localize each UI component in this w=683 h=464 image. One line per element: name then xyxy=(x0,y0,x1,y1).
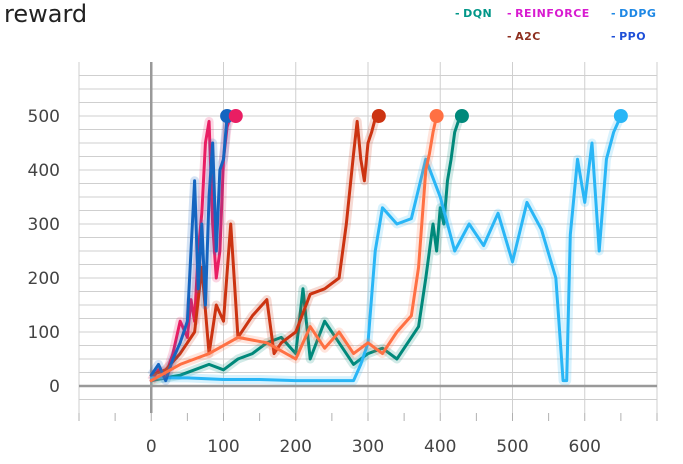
series-end-marker xyxy=(228,109,243,123)
y-tick-label: 0 xyxy=(49,377,60,397)
series-end-marker xyxy=(613,109,628,123)
series-line xyxy=(149,114,464,383)
legend-dqn[interactable]: - DQN xyxy=(455,7,492,20)
series-end-marker xyxy=(371,109,386,123)
legend-ppo-marker: - xyxy=(611,30,617,43)
legend-dqn-marker: - xyxy=(455,7,461,20)
legend-ppo-label: PPO xyxy=(619,30,647,43)
x-tick-label: 300 xyxy=(352,437,384,457)
legend-ddpg-label: DDPG xyxy=(619,7,657,20)
x-tick-label: 400 xyxy=(424,437,456,457)
legend-ppo[interactable]: - PPO xyxy=(611,30,646,43)
legend-reinforce-marker: - xyxy=(507,7,513,20)
x-tick-label: 100 xyxy=(207,437,239,457)
y-tick-label: 400 xyxy=(28,161,60,181)
x-tick-label: 600 xyxy=(569,437,601,457)
legend-a2c[interactable]: - A2C xyxy=(507,30,541,43)
legend-ddpg-marker: - xyxy=(611,7,617,20)
legend-a2c-marker: - xyxy=(507,30,513,43)
legend-ddpg[interactable]: - DDPG xyxy=(611,7,656,20)
tick-labels: 0 100 200 300 400 500 600 0 100 200 300 400 500 xyxy=(28,107,601,457)
chart-title: reward xyxy=(4,0,88,28)
y-tick-label: 500 xyxy=(28,107,60,127)
x-tick-label: 0 xyxy=(146,437,157,457)
y-tick-label: 100 xyxy=(28,323,60,343)
series-end-marker xyxy=(454,109,469,123)
y-tick-label: 200 xyxy=(28,269,60,289)
series-line xyxy=(149,114,623,383)
x-tick-label: 200 xyxy=(280,437,312,457)
marker-layer xyxy=(220,109,628,123)
y-tick-label: 300 xyxy=(28,215,60,235)
legend-dqn-label: DQN xyxy=(463,7,493,20)
series-layer xyxy=(147,111,625,386)
series-line xyxy=(149,114,439,383)
legend-reinforce-label: REINFORCE xyxy=(515,7,590,20)
series-end-marker xyxy=(429,109,444,123)
legend-reinforce[interactable]: - REINFORCE xyxy=(507,7,590,20)
x-tick-label: 500 xyxy=(496,437,528,457)
legend-a2c-label: A2C xyxy=(515,30,541,43)
